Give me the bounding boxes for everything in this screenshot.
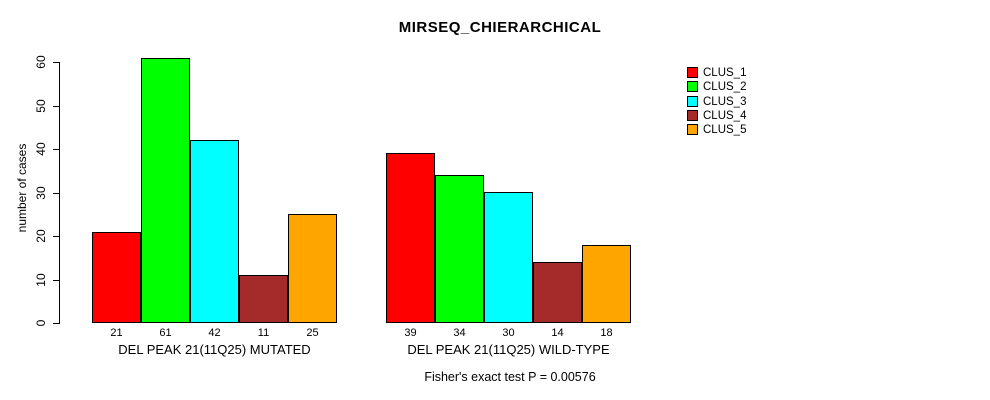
bar-value-label: 18 xyxy=(600,327,613,339)
y-axis-label: number of cases xyxy=(15,143,29,233)
legend-swatch xyxy=(687,109,698,121)
bar-clus_2-group2 xyxy=(435,175,484,323)
y-axis-tick-label: 10 xyxy=(34,272,48,287)
bar-value-label: 61 xyxy=(159,327,172,339)
bar-clus_1-group1 xyxy=(92,232,141,323)
y-axis-tick-label: 0 xyxy=(34,319,48,327)
bar-clus_5-group2 xyxy=(582,245,631,323)
bar-value-label: 11 xyxy=(257,327,270,339)
bar-clus_3-group1 xyxy=(190,140,239,323)
bar-value-label: 42 xyxy=(208,327,221,339)
legend-swatch xyxy=(687,81,698,93)
legend-label: CLUS_5 xyxy=(703,124,747,137)
bar-value-label: 25 xyxy=(306,327,319,339)
y-axis-tick xyxy=(53,192,60,194)
y-axis-tick xyxy=(53,323,60,324)
bar-clus_2-group1 xyxy=(141,58,190,323)
y-axis-tick xyxy=(53,279,60,281)
y-axis-tick-label: 30 xyxy=(34,185,48,200)
legend-label: CLUS_4 xyxy=(703,109,747,122)
bar-clus_5-group1 xyxy=(288,214,337,323)
group-label: DEL PEAK 21(11Q25) WILD-TYPE xyxy=(407,342,610,357)
y-axis-tick-label: 20 xyxy=(34,229,48,243)
legend-label: CLUS_2 xyxy=(703,81,747,94)
group-label: DEL PEAK 21(11Q25) MUTATED xyxy=(118,342,311,357)
bar-value-label: 34 xyxy=(453,327,466,339)
y-axis-tick-label: 40 xyxy=(34,142,48,156)
y-axis-tick-label: 60 xyxy=(34,55,48,69)
bar-value-label: 39 xyxy=(404,327,417,339)
y-axis-tick-label: 50 xyxy=(34,98,48,113)
bar-clus_4-group1 xyxy=(239,275,288,323)
y-axis-tick xyxy=(53,105,60,107)
bar-value-label: 21 xyxy=(110,327,123,339)
y-axis-tick xyxy=(53,149,60,150)
y-axis-tick xyxy=(53,236,60,237)
bar-clus_3-group2 xyxy=(484,192,533,323)
bar-value-label: 14 xyxy=(551,327,564,339)
chart-title: MIRSEQ_CHIERARCHICAL xyxy=(398,19,602,36)
fisher-test-annotation: Fisher's exact test P = 0.00576 xyxy=(424,370,596,384)
bar-clus_1-group2 xyxy=(386,153,435,323)
bar-value-label: 30 xyxy=(502,327,515,339)
legend-swatch xyxy=(687,124,698,136)
legend-swatch xyxy=(687,95,698,107)
legend-label: CLUS_1 xyxy=(703,67,747,79)
bar-clus_4-group2 xyxy=(533,262,582,323)
legend-swatch xyxy=(687,67,698,78)
legend-label: CLUS_3 xyxy=(703,95,747,108)
y-axis-tick xyxy=(53,62,60,63)
